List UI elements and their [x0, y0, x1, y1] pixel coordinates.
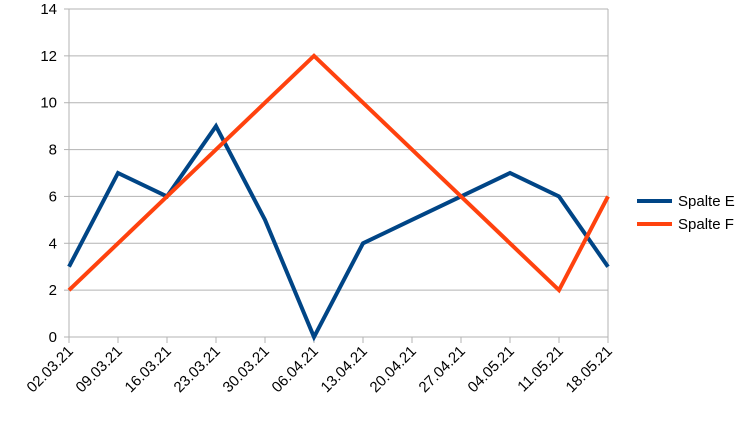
- data-point: [165, 194, 169, 198]
- y-tick-label: 0: [49, 329, 57, 346]
- data-point: [116, 171, 120, 175]
- y-tick-label: 2: [49, 282, 57, 299]
- data-point: [116, 241, 120, 245]
- data-point: [410, 148, 414, 152]
- y-tick-label: 8: [49, 142, 57, 159]
- y-tick-label: 6: [49, 188, 57, 205]
- data-point: [263, 101, 267, 105]
- axes: [68, 9, 609, 338]
- x-tick-label: 09.03.21: [73, 343, 126, 396]
- x-tick-label: 06.04.21: [269, 343, 322, 396]
- x-tick-label: 02.03.21: [24, 343, 77, 396]
- series-line-spalte-f: [67, 53, 610, 294]
- legend-label: Spalte E: [678, 193, 735, 210]
- x-tick-label: 04.05.21: [465, 343, 518, 396]
- x-axis-ticks: 02.03.2109.03.2116.03.2123.03.2130.03.21…: [24, 337, 616, 396]
- x-tick-label: 30.03.21: [220, 343, 273, 396]
- x-tick-label: 20.04.21: [367, 343, 420, 396]
- data-point: [361, 101, 365, 105]
- data-point: [508, 241, 512, 245]
- data-point: [508, 171, 512, 175]
- y-axis-ticks: 0 2 4 6 8 10 12 14: [40, 1, 69, 346]
- data-point: [557, 194, 561, 198]
- series-line-spalte-e: [67, 122, 610, 342]
- data-point: [312, 335, 316, 339]
- data-point: [214, 124, 218, 128]
- data-point: [67, 288, 71, 292]
- legend-label: Spalte F: [678, 216, 734, 233]
- x-tick-label: 27.04.21: [416, 343, 469, 396]
- data-point: [557, 288, 561, 292]
- x-tick-label: 23.03.21: [171, 343, 224, 396]
- data-point: [67, 265, 71, 269]
- y-tick-label: 14: [40, 1, 57, 18]
- y-tick-label: 10: [40, 95, 57, 112]
- data-point: [361, 241, 365, 245]
- series-layer: [67, 53, 610, 342]
- x-tick-label: 18.05.21: [563, 343, 616, 396]
- grid: [69, 8, 608, 338]
- data-point: [263, 218, 267, 222]
- x-tick-label: 11.05.21: [514, 343, 567, 396]
- y-tick-label: 4: [49, 235, 57, 252]
- x-tick-label: 16.03.21: [122, 343, 175, 396]
- data-point: [410, 218, 414, 222]
- data-point: [606, 265, 610, 269]
- data-point: [312, 54, 316, 58]
- data-point: [214, 148, 218, 152]
- legend: Spalte E Spalte F: [637, 193, 735, 233]
- y-tick-label: 12: [40, 48, 57, 65]
- data-point: [606, 194, 610, 198]
- data-point: [459, 194, 463, 198]
- x-tick-label: 13.04.21: [318, 343, 371, 396]
